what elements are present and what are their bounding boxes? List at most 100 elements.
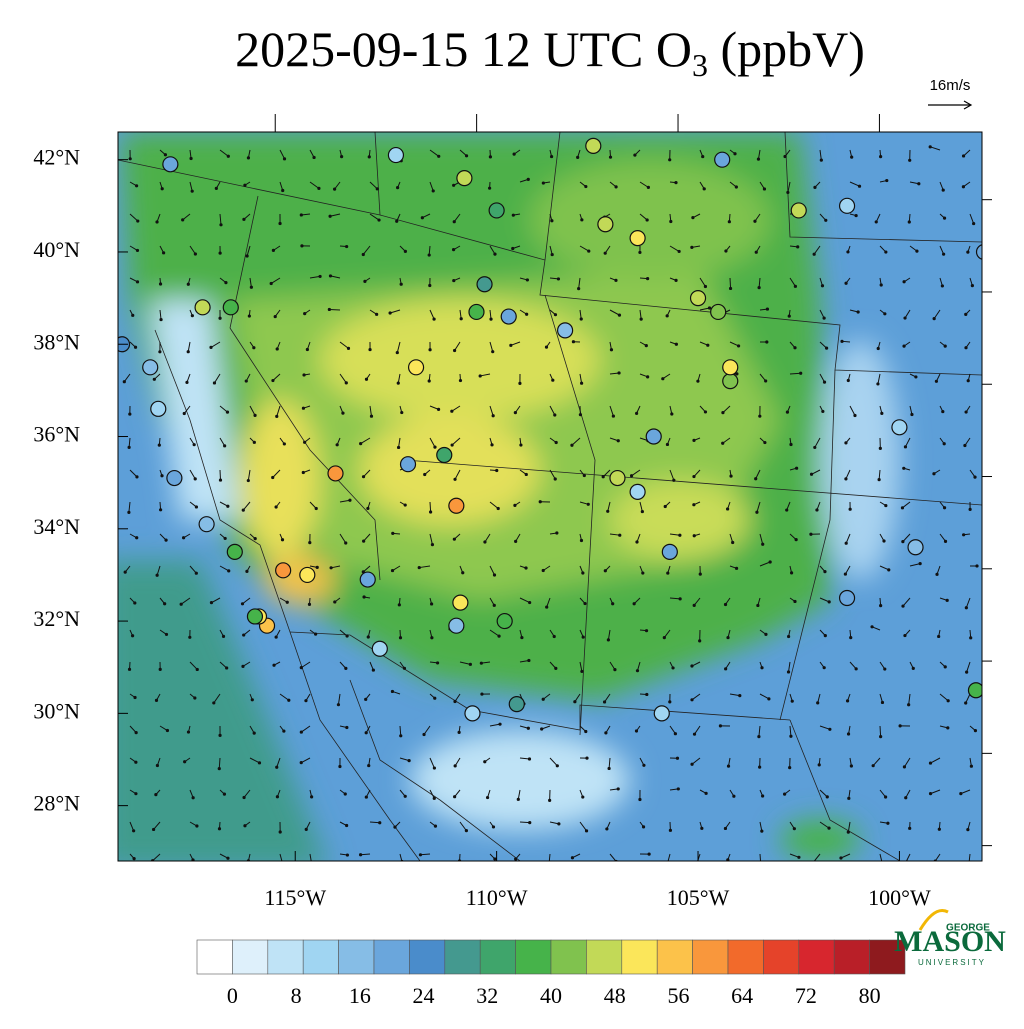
wind-arrow-head — [914, 375, 917, 378]
wind-arrow-head — [633, 153, 636, 156]
wind-arrow-head — [453, 220, 456, 223]
station — [598, 217, 613, 232]
wind-arrow-head — [765, 340, 768, 343]
wind-arrow-head — [908, 220, 911, 223]
wind-arrow-head — [135, 536, 138, 539]
wind-arrow-head — [159, 668, 162, 671]
wind-arrow-head — [283, 442, 286, 445]
wind-arrow-head — [422, 733, 425, 736]
wind-arrow-head — [366, 507, 369, 510]
wind-arrow-head — [737, 344, 740, 347]
wind-arrow-head — [480, 662, 483, 665]
colorbar-box — [480, 940, 515, 974]
station — [437, 447, 452, 462]
wind-arrow-head — [346, 853, 349, 856]
wind-arrow-head — [389, 311, 392, 314]
wind-arrow-head — [258, 761, 261, 764]
wind-arrow-head — [943, 442, 946, 445]
wind-arrow-head — [247, 479, 250, 482]
wind-arrow-head — [721, 411, 724, 414]
wind-arrow-head — [452, 279, 455, 282]
wind-arrow-head — [783, 792, 786, 795]
wind-arrow-head — [304, 699, 307, 702]
wind-arrow-head — [316, 566, 319, 569]
wind-arrow-head — [963, 444, 966, 447]
wind-arrow-head — [271, 476, 274, 479]
wind-arrow-head — [572, 340, 575, 343]
colorbar-box — [445, 940, 480, 974]
colorbar-box — [834, 940, 869, 974]
wind-arrow-head — [135, 184, 138, 187]
wind-arrow-head — [671, 666, 674, 669]
wind-arrow-head — [676, 757, 679, 760]
wind-arrow-head — [602, 475, 605, 478]
wind-arrow-head — [305, 828, 308, 831]
wind-arrow-head — [755, 251, 758, 254]
wind-arrow-head — [512, 214, 515, 217]
wind-arrow-head — [209, 346, 212, 349]
station — [457, 171, 472, 186]
wind-arrow-head — [525, 313, 528, 316]
wind-arrow-head — [883, 667, 886, 670]
wind-arrow-head — [692, 439, 695, 442]
wind-arrow-head — [340, 155, 343, 158]
wind-arrow-head — [362, 253, 365, 256]
station — [453, 595, 468, 610]
wind-arrow-head — [767, 697, 770, 700]
wind-arrow-head — [635, 729, 638, 732]
wind-arrow-head — [844, 441, 847, 444]
wind-arrow-head — [878, 478, 881, 481]
wind-arrow-head — [965, 606, 968, 609]
wind-arrow-head — [527, 727, 530, 730]
wind-arrow-head — [972, 222, 975, 225]
wind-arrow-head — [362, 539, 365, 542]
wind-arrow-head — [553, 413, 556, 416]
wind-arrow-head — [550, 155, 553, 158]
station — [840, 591, 855, 606]
wind-arrow-head — [212, 701, 215, 704]
wind-arrow-head — [735, 567, 738, 570]
wind-arrow-head — [397, 382, 400, 385]
wind-arrow-head — [465, 154, 468, 157]
wind-arrow-head — [226, 857, 229, 860]
wind-arrow-head — [690, 698, 693, 701]
wind-arrow-head — [436, 661, 439, 664]
station — [469, 304, 484, 319]
wind-arrow-head — [246, 254, 249, 257]
wind-arrow-head — [603, 700, 606, 703]
wind-arrow-head — [131, 634, 134, 637]
wind-arrow-head — [604, 731, 607, 734]
wind-arrow-head — [855, 214, 858, 217]
wind-arrow-head — [300, 730, 303, 733]
wind-arrow-head — [640, 317, 643, 320]
wind-arrow-head — [274, 315, 277, 318]
wind-arrow-head — [162, 251, 165, 254]
colorbar-box — [374, 940, 409, 974]
station — [586, 138, 601, 153]
wind-arrow-head — [731, 541, 734, 544]
colorbar-box — [693, 940, 728, 974]
wind-arrow-head — [823, 570, 826, 573]
station — [449, 618, 464, 633]
wind-arrow-head — [548, 799, 551, 802]
wind-arrow-head — [585, 829, 588, 832]
wind-arrow-head — [704, 285, 707, 288]
wind-arrow-head — [944, 344, 947, 347]
wind-arrow-head — [815, 508, 818, 511]
wind-arrow-head — [153, 378, 156, 381]
wind-arrow-head — [333, 188, 336, 191]
wind-arrow-head — [884, 795, 887, 798]
wind-arrow-head — [938, 828, 941, 831]
wind-arrow-head — [761, 543, 764, 546]
wind-arrow-head — [903, 765, 906, 768]
wind-arrow-head — [241, 665, 244, 668]
wind-arrow-head — [919, 562, 922, 565]
wind-arrow-head — [300, 213, 303, 216]
wind-arrow-head — [300, 761, 303, 764]
wind-arrow-head — [191, 190, 194, 193]
wind-arrow-head — [766, 307, 769, 310]
wind-arrow-head — [224, 281, 227, 284]
wind-arrow-head — [154, 793, 157, 796]
wind-arrow-head — [788, 766, 791, 769]
station — [199, 517, 214, 532]
